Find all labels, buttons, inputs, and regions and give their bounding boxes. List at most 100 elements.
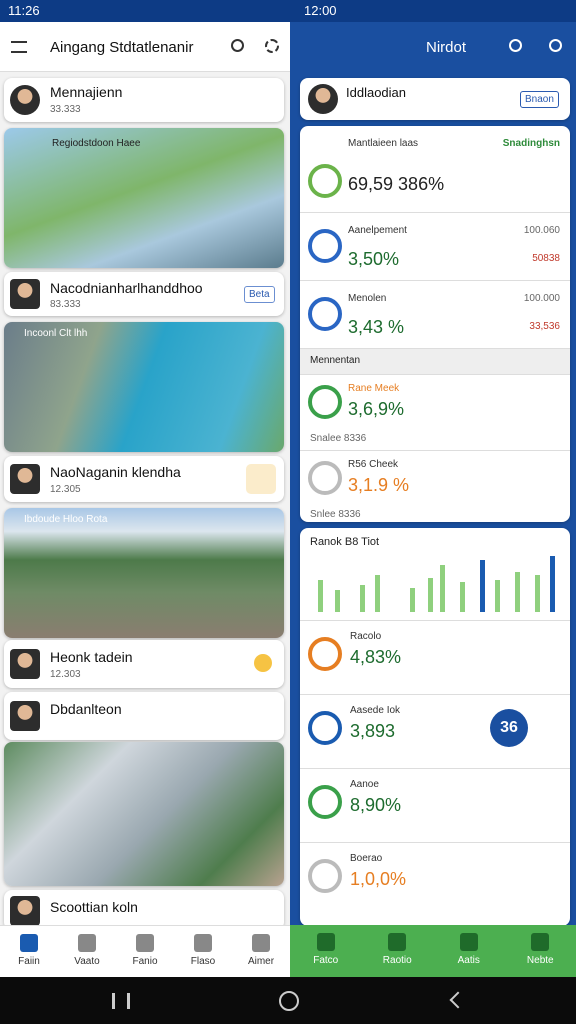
- section-header: [300, 348, 570, 374]
- status-bar: 12:00: [290, 0, 576, 22]
- avatar: [10, 279, 40, 309]
- stat-icon: [308, 461, 342, 495]
- stat-label: Mantlaieen laas: [348, 138, 419, 149]
- bottom-nav: Faiin Vaato Fanio Flaso Aimer: [0, 925, 290, 977]
- feed-item[interactable]: Scoottian koln: [4, 890, 284, 930]
- back-button[interactable]: [449, 991, 467, 1009]
- nav-icon: [136, 934, 154, 952]
- building-image[interactable]: [4, 742, 284, 886]
- name: Heonk tadein: [50, 649, 133, 665]
- stat-value: 3,50%: [348, 249, 400, 269]
- nav-item[interactable]: Vaato: [62, 934, 112, 967]
- search-icon[interactable]: [509, 39, 522, 52]
- nav-label: Faiin: [18, 956, 40, 967]
- stat-row: Rane Meek 3,6,9% Snalee 8336: [300, 374, 570, 450]
- app-title: Aingang Stdtatlenanir: [50, 39, 194, 56]
- stat-icon: [308, 385, 342, 419]
- nav-item[interactable]: Faiin: [4, 934, 54, 967]
- name: Nacodnianharlhanddhoo: [50, 280, 203, 296]
- stat-row: Boerao 1,0,0%: [300, 842, 570, 916]
- stat-side: 100.060: [523, 225, 560, 236]
- time: 11:26: [8, 3, 40, 18]
- search-icon[interactable]: [549, 39, 562, 52]
- stat-value: 3,43 %: [348, 317, 405, 337]
- stat-row: R56 Cheek 3,1.9 % Snlee 8336: [300, 450, 570, 522]
- app-title: Nirdot: [426, 39, 467, 56]
- stat-label: Racolo: [350, 631, 382, 642]
- stat-value: 8,90%: [350, 795, 402, 815]
- recent-button[interactable]: [112, 993, 130, 1009]
- sub: 12.305: [50, 484, 81, 495]
- caption: Regiodstdoon Haee: [52, 138, 141, 149]
- city-image[interactable]: Ibdoude Hloo Rota: [4, 508, 284, 638]
- stat-icon: [308, 164, 342, 198]
- feed-item[interactable]: Heonk tadein 12.303: [4, 640, 284, 688]
- stat-icon: [308, 297, 342, 331]
- feed-item[interactable]: NaoNaganin klendha 12.305: [4, 456, 284, 502]
- stat-side: Snadinghsn: [502, 138, 560, 149]
- menu-icon[interactable]: [11, 41, 27, 53]
- name: Mennajienn: [50, 84, 123, 100]
- sub: 83.333: [50, 299, 81, 310]
- stat-label: Boerao: [350, 853, 383, 864]
- stat-label: Aanelpement: [348, 225, 407, 236]
- header: Aingang Stdtatlenanir: [0, 22, 290, 72]
- section-title: Mennentan: [310, 355, 361, 366]
- nav-item[interactable]: Aimer: [236, 934, 286, 967]
- stat-icon: [308, 711, 342, 745]
- profile-card[interactable]: Mennajienn 33.333: [4, 78, 284, 122]
- stat-value: 3,1.9 %: [348, 475, 410, 495]
- settings-icon[interactable]: [265, 39, 279, 53]
- stat-value: 3,893: [350, 721, 396, 741]
- bars: [318, 565, 540, 612]
- nav-icon: [194, 934, 212, 952]
- nav-label: Flaso: [190, 956, 216, 967]
- nav-icon: [78, 934, 96, 952]
- name: Iddlaodian: [346, 85, 406, 100]
- avatar: [308, 84, 338, 114]
- stat-row: Aanelpement 3,50% 100.060 50838: [300, 212, 570, 280]
- nav-icon: [459, 933, 478, 951]
- nav-icon: [531, 933, 550, 951]
- stat-value: 1,0,0%: [350, 869, 407, 889]
- avatar: [10, 85, 40, 115]
- chart-card: Ranok B8 Tiot Racolo 4,83% Aasede Iok 3,893…: [300, 528, 570, 926]
- name: NaoNaganin klendha: [50, 464, 181, 480]
- badge[interactable]: 36: [490, 709, 528, 747]
- stat-row: Aasede Iok 3,893 36: [300, 694, 570, 768]
- sun-icon: [254, 654, 272, 672]
- badge[interactable]: Beta: [244, 286, 275, 303]
- status-bar: 11:26: [0, 0, 290, 22]
- nav-icon: [252, 934, 270, 952]
- button[interactable]: Bnaon: [520, 91, 559, 108]
- bars-highlight: [480, 556, 555, 612]
- stat-label: Aasede Iok: [350, 705, 401, 716]
- sub: 33.333: [50, 104, 81, 115]
- nav-item[interactable]: Fatco: [301, 933, 351, 966]
- stat-icon: [308, 229, 342, 263]
- profile-card[interactable]: Iddlaodian Bnaon: [300, 78, 570, 120]
- nav-label: Fatco: [313, 955, 339, 966]
- nav-item[interactable]: Flaso: [178, 934, 228, 967]
- nav-label: Vaato: [74, 956, 100, 967]
- stat-icon: [308, 637, 342, 671]
- nav-icon: [20, 934, 38, 952]
- stat-icon: [308, 785, 342, 819]
- stat-tag: 33,536: [529, 321, 560, 332]
- coast-image[interactable]: Incoonl Clt lhh: [4, 322, 284, 452]
- map-image[interactable]: Regiodstdoon Haee: [4, 128, 284, 268]
- left-panel: Aingang Stdtatlenanir Mennajienn 33.333 …: [0, 22, 290, 930]
- feed-item[interactable]: Nacodnianharlhanddhoo 83.333 Beta: [4, 272, 284, 316]
- nav-item[interactable]: Fanio: [120, 934, 170, 967]
- stat-row: Menolen 3,43 % 100.000 33,536: [300, 280, 570, 348]
- avatar: [10, 701, 40, 731]
- search-icon[interactable]: [231, 39, 244, 52]
- system-nav: [0, 977, 576, 1024]
- nav-item[interactable]: Nebte: [515, 933, 565, 966]
- nav-item[interactable]: Raotio: [372, 933, 422, 966]
- home-button[interactable]: [279, 991, 299, 1011]
- caption: Incoonl Clt lhh: [24, 328, 88, 339]
- nav-item[interactable]: Aatis: [444, 933, 494, 966]
- feed-item[interactable]: Dbdanlteon: [4, 692, 284, 740]
